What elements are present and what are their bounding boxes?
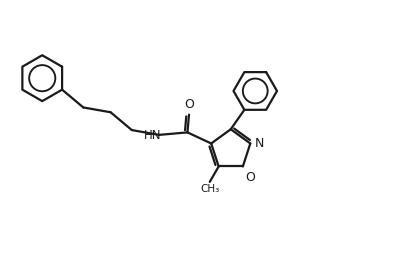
Text: CH₃: CH₃: [200, 184, 220, 194]
Text: O: O: [184, 98, 194, 112]
Text: HN: HN: [144, 129, 161, 142]
Text: N: N: [255, 137, 264, 150]
Text: O: O: [245, 171, 255, 184]
